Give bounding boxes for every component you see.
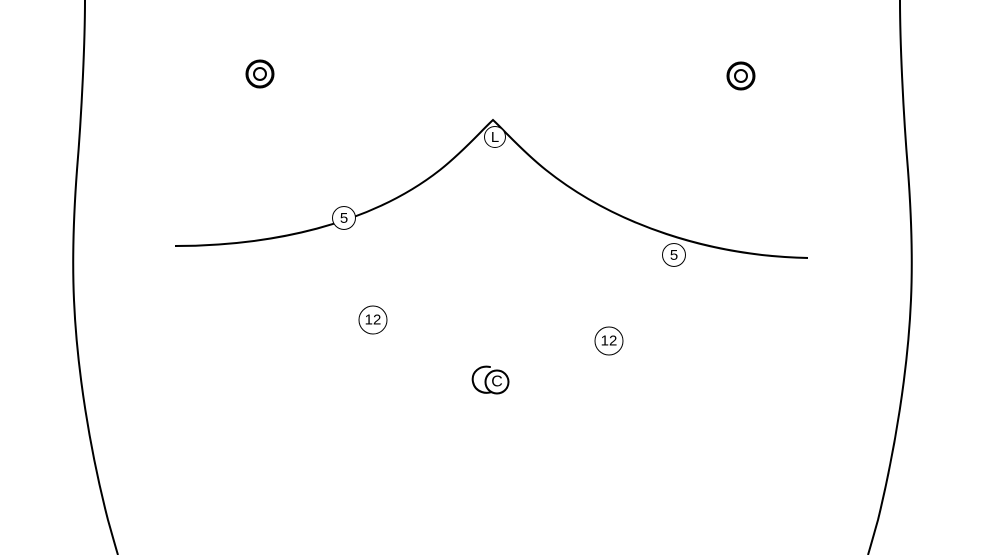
port-marker-label: 12 (601, 334, 618, 349)
port-marker-port-5mm-right: 5 (662, 243, 686, 267)
left-nipple-inner (254, 68, 266, 80)
left-side-outline (73, 0, 118, 555)
port-marker-label: 5 (670, 248, 678, 263)
port-marker-liver-retractor: L (484, 126, 506, 148)
right-nipple-outer (728, 63, 754, 89)
port-marker-label: C (491, 374, 503, 390)
diagram-canvas: L 5 5 12 12 C (0, 0, 986, 555)
port-marker-label: 5 (340, 211, 348, 226)
port-marker-label: L (491, 130, 499, 145)
left-nipple-outer (247, 61, 273, 87)
port-marker-camera-port: C (485, 370, 510, 395)
port-marker-port-12mm-right: 12 (595, 327, 624, 356)
port-marker-label: 12 (365, 313, 382, 328)
torso-svg (0, 0, 986, 555)
port-marker-port-12mm-left: 12 (359, 306, 388, 335)
right-side-outline (868, 0, 912, 555)
port-marker-port-5mm-left: 5 (332, 206, 356, 230)
right-nipple-inner (735, 70, 747, 82)
